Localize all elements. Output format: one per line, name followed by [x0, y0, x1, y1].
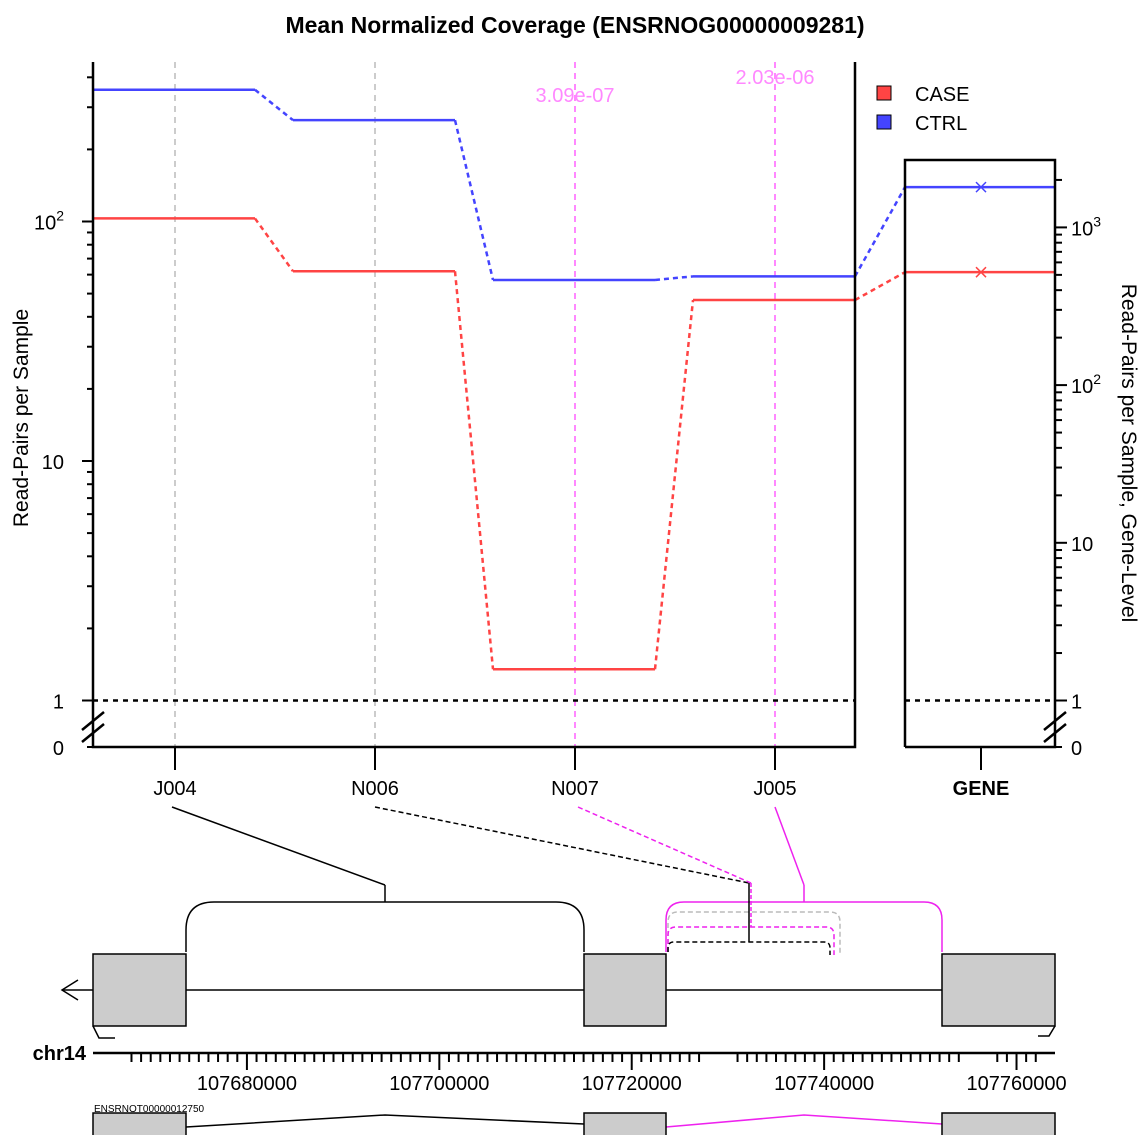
x-tick-label-n007: N007: [551, 778, 599, 800]
pvalue-label-j005: 2.03e-06: [736, 67, 815, 89]
y-axis-label: Read-Pairs per Sample: [10, 309, 33, 527]
connector-n007: [577, 806, 752, 884]
chromosome-tick-label: 107700000: [389, 1073, 489, 1095]
connector-n006: [374, 806, 750, 884]
x-tick-label-j004: J004: [153, 778, 196, 800]
junction-arc-unannotated: [667, 911, 841, 955]
series-ctrl-connector-1: [254, 88, 294, 122]
series-ctrl-connector-2: [453, 119, 495, 281]
legend-swatch-case: [876, 85, 892, 101]
y-axis-label-right: Read-Pairs per Sample, Gene-Level: [1117, 284, 1140, 623]
exon-box-2: [583, 953, 667, 1027]
x-tick-label-j005: J005: [753, 778, 796, 800]
series-case-gene-marker: [975, 266, 987, 278]
y-right-tick-label: 10: [1071, 534, 1093, 556]
transcript-exon-2: [583, 1112, 667, 1135]
junction-arc-j005: [665, 901, 943, 952]
transcript-exon-3: [941, 1112, 1056, 1135]
transcript-label: ENSRNOT00000012750: [94, 1104, 205, 1115]
series-ctrl-gene-connector: [853, 186, 907, 277]
series-case-connector-3: [653, 299, 695, 670]
y-axis-break-mark: [81, 711, 105, 743]
exon-flag-right: [1038, 1025, 1056, 1037]
chromosome-tick-label: 107760000: [966, 1073, 1066, 1095]
y-right-tick-label: 102: [1071, 371, 1101, 398]
series-ctrl-connector-3: [654, 275, 694, 282]
y-right-tick-label-base: 10: [1071, 376, 1093, 398]
series-ctrl-gene-marker: [975, 181, 987, 193]
pvalue-label-n007: 3.09e-07: [536, 85, 615, 107]
y-tick-label-base: 1: [53, 692, 64, 714]
junction-arc-n006: [667, 941, 831, 955]
chromosome-tick-label: 107740000: [774, 1073, 874, 1095]
y-tick-label-exponent: 2: [56, 208, 64, 224]
y-right-tick-label: 1: [1071, 692, 1082, 714]
series-case-gene-connector: [854, 271, 906, 302]
y-right-tick-label-exponent: 3: [1093, 213, 1101, 229]
y-tick-label-base: 10: [42, 452, 64, 474]
chromosome-label: chr14: [33, 1043, 87, 1065]
chromosome-tick-label: 107680000: [197, 1073, 297, 1095]
y-tick-label: 0: [53, 738, 64, 760]
y-right-tick-label: 0: [1071, 738, 1082, 760]
y-right-tick-label-exponent: 2: [1093, 371, 1101, 387]
connector-j004: [171, 806, 386, 886]
junction-arc-n007: [667, 926, 835, 955]
transcript-exon-1: [92, 1112, 187, 1135]
exon-flag-left: [92, 1025, 115, 1039]
y-tick-label-base: 0: [53, 738, 64, 760]
series-case-connector-2: [453, 271, 495, 670]
x-tick-label-n006: N006: [351, 778, 399, 800]
chromosome-tick-label: 107720000: [582, 1073, 682, 1095]
transcript-intron-2: [665, 1114, 943, 1128]
y-tick-label: 102: [34, 208, 64, 235]
y-right-tick-label-base: 1: [1071, 692, 1082, 714]
connector-j005: [774, 806, 805, 886]
genome-track: chr14 107680000 107700000 107720000 10774000…: [33, 806, 1067, 1135]
plot-frame: [91, 62, 857, 749]
transcript-intron-1: [185, 1114, 585, 1128]
strand-arrow-icon: [60, 979, 79, 1001]
legend-label-case: CASE: [915, 84, 969, 106]
chart-title: Mean Normalized Coverage (ENSRNOG0000000…: [285, 12, 864, 38]
exon-box-3: [941, 953, 1056, 1027]
y-right-tick-label-base: 10: [1071, 534, 1093, 556]
exon-box-1: [92, 953, 187, 1027]
y-axis-right-break-mark: [1043, 711, 1067, 743]
series-case-connector-1: [253, 217, 295, 272]
y-right-tick-label-base: 10: [1071, 218, 1093, 240]
y-right-tick-label: 103: [1071, 213, 1101, 240]
y-tick-label-base: 10: [34, 213, 56, 235]
y-tick-label: 10: [42, 452, 64, 474]
gene-plot-frame: [903, 158, 1057, 749]
y-tick-label: 1: [53, 692, 64, 714]
y-right-tick-label-base: 0: [1071, 738, 1082, 760]
x-tick-label-gene: GENE: [953, 778, 1010, 800]
legend-swatch-ctrl: [876, 114, 892, 130]
legend-label-ctrl: CTRL: [915, 113, 967, 135]
junction-arc-j004: [185, 901, 585, 952]
